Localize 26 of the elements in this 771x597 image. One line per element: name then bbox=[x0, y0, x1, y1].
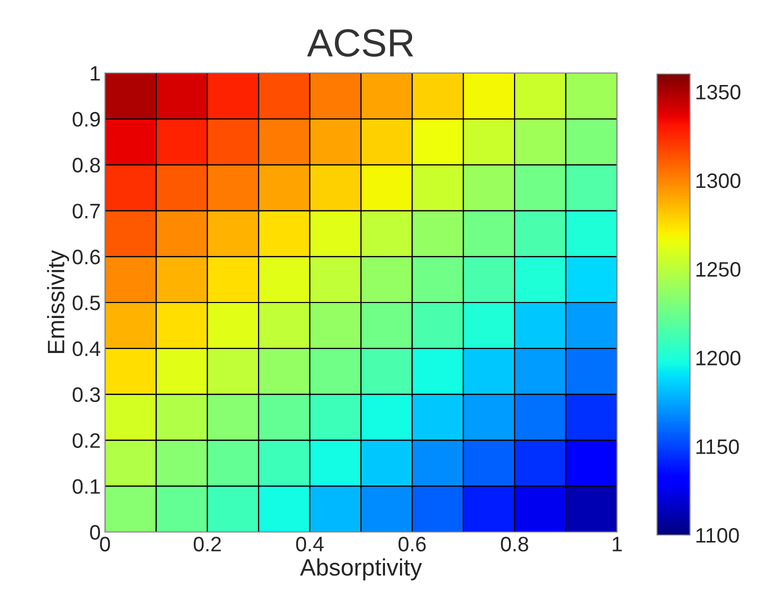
y-tick-label: 1 bbox=[90, 66, 100, 81]
x-axis-title: Absorptivity bbox=[300, 558, 422, 580]
y-tick-label: 0.3 bbox=[72, 387, 100, 402]
x-tick-label: 0.4 bbox=[296, 536, 324, 552]
y-tick-label: 0.8 bbox=[72, 158, 100, 173]
color-bar-label: 1200 bbox=[696, 350, 740, 366]
y-tick-label: 0.9 bbox=[72, 112, 100, 127]
color-bar-label: 1150 bbox=[696, 439, 739, 454]
y-tick-label: 0.4 bbox=[72, 341, 100, 356]
chart-title: ACSR bbox=[307, 29, 414, 57]
y-tick-label: 0.6 bbox=[72, 250, 100, 264]
y-axis-title: Emissivity bbox=[47, 250, 70, 354]
y-tick-label: 0.2 bbox=[72, 433, 100, 448]
x-tick-label: 0.6 bbox=[398, 536, 426, 552]
y-tick-label: 0.1 bbox=[72, 479, 100, 494]
y-tick-label: 0.7 bbox=[72, 204, 100, 218]
x-tick-label: 1 bbox=[612, 536, 622, 552]
y-tick-label: 0 bbox=[90, 525, 100, 540]
color-bar-label: 1250 bbox=[696, 262, 740, 277]
color-bar-label: 1300 bbox=[696, 173, 740, 188]
x-tick-label: 0.2 bbox=[194, 536, 221, 552]
x-tick-label: 0 bbox=[100, 536, 110, 552]
color-bar-label: 1100 bbox=[696, 528, 739, 543]
color-bar-label: 1350 bbox=[696, 84, 740, 100]
x-tick-label: 0.8 bbox=[500, 536, 528, 552]
y-tick-label: 0.5 bbox=[72, 296, 100, 310]
